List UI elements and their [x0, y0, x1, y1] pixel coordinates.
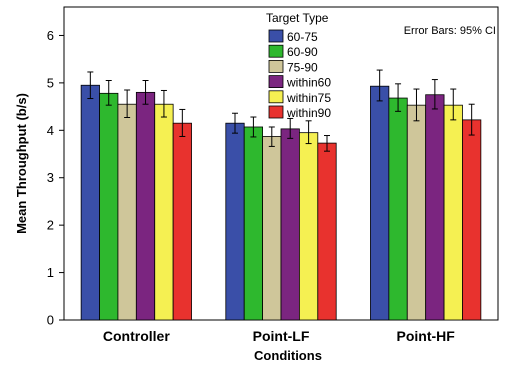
x-tick-label: Point-HF — [397, 328, 456, 344]
bar — [99, 92, 119, 321]
legend-label: 60-90 — [287, 45, 318, 59]
y-tick-label: 1 — [47, 265, 54, 280]
bar — [117, 103, 137, 321]
legend-swatch — [268, 105, 284, 119]
y-axis-title: Mean Throughput (b/s) — [14, 93, 29, 234]
y-tick-label: 6 — [47, 28, 54, 43]
bar — [135, 91, 156, 321]
y-axis: 0 1 2 3 4 5 6 — [47, 28, 64, 328]
bar — [462, 119, 482, 321]
x-tick-label: Point-LF — [253, 328, 310, 344]
bar — [406, 104, 427, 321]
bar — [280, 128, 300, 321]
bar — [370, 85, 390, 321]
y-tick-label: 4 — [47, 123, 54, 138]
legend-label: 60-75 — [287, 30, 318, 44]
y-tick-label: 2 — [47, 218, 54, 233]
legend-label: within75 — [286, 91, 331, 105]
legend: Target Type 60-7560-9075-90within60withi… — [266, 11, 331, 120]
bar — [243, 126, 263, 321]
legend-swatch — [268, 90, 284, 104]
error-bar-note: Error Bars: 95% CI — [404, 25, 496, 37]
error-bars-layer — [87, 69, 475, 152]
bar — [225, 122, 245, 321]
y-tick-label: 0 — [47, 313, 54, 328]
bars-layer — [80, 84, 482, 321]
bar — [388, 97, 408, 321]
bar — [443, 104, 463, 321]
legend-label: within60 — [286, 76, 331, 90]
bar — [80, 84, 100, 321]
legend-label: 75-90 — [287, 60, 318, 74]
legend-swatch — [268, 60, 284, 73]
bar — [262, 136, 282, 321]
bar — [425, 94, 445, 321]
bar — [172, 122, 192, 321]
bar — [154, 103, 174, 321]
legend-swatch — [268, 75, 284, 88]
x-axis-title: Conditions — [254, 348, 322, 363]
bar — [317, 142, 337, 321]
legend-label: within90 — [286, 106, 331, 120]
y-tick-label: 3 — [47, 170, 54, 185]
x-tick-label: Controller — [103, 328, 170, 344]
legend-title: Target Type — [266, 11, 329, 25]
y-tick-label: 5 — [47, 75, 54, 90]
x-axis: Controller Point-LF Point-HF — [103, 328, 455, 344]
legend-swatch — [268, 29, 284, 43]
legend-swatch — [268, 44, 284, 58]
bar — [298, 132, 319, 321]
